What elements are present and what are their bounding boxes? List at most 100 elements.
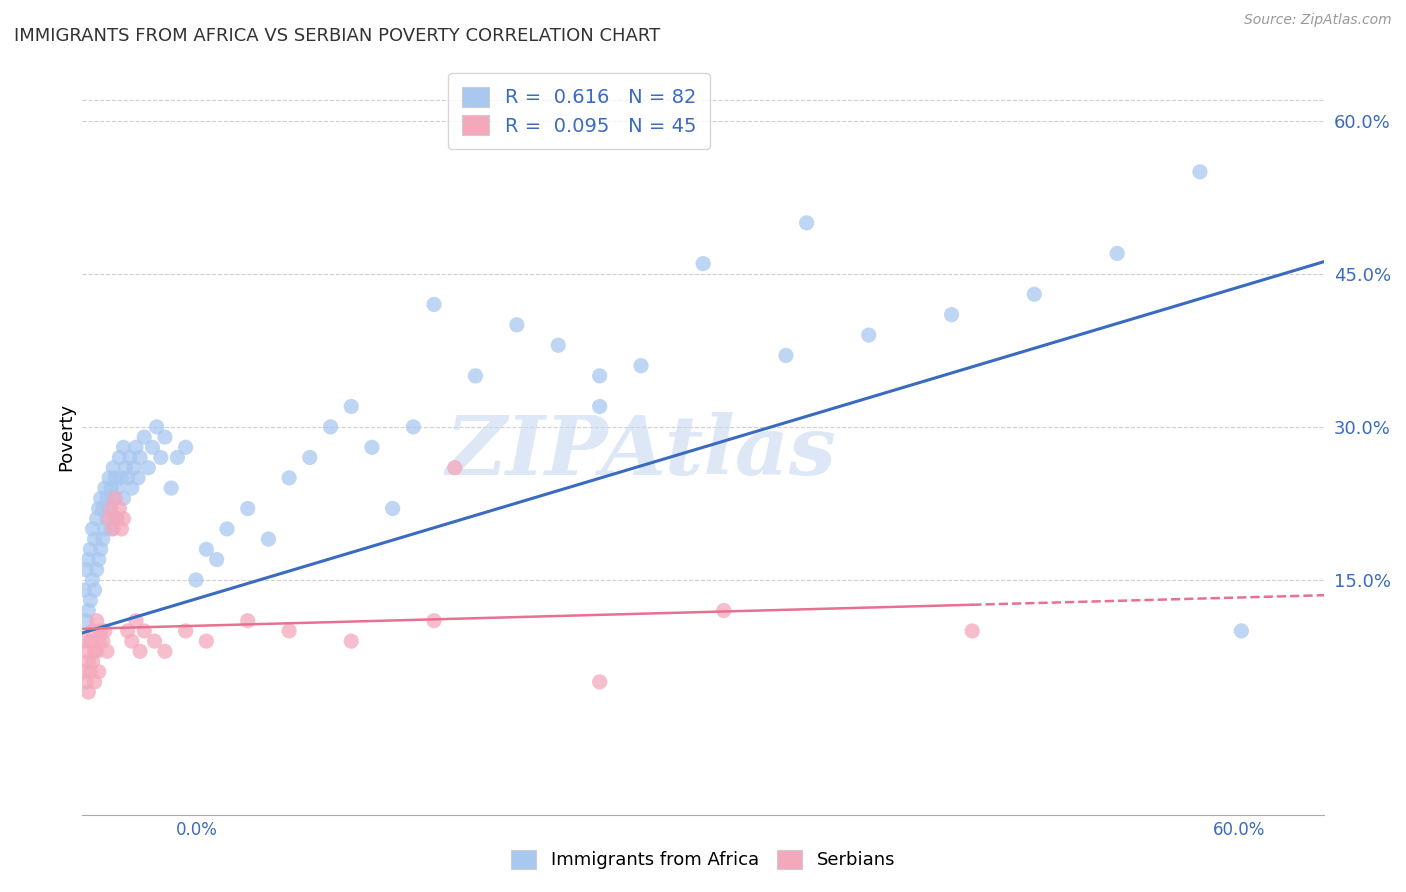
Point xyxy=(112,440,135,454)
Point xyxy=(77,603,100,617)
Point xyxy=(75,644,97,658)
Point xyxy=(87,501,110,516)
Point xyxy=(82,624,104,638)
Point xyxy=(91,532,114,546)
Point xyxy=(79,634,101,648)
Point xyxy=(153,430,176,444)
Point xyxy=(90,491,112,506)
Point xyxy=(104,471,127,485)
Point xyxy=(98,501,121,516)
Point xyxy=(858,328,880,343)
Point xyxy=(108,450,131,465)
Legend: Immigrants from Africa, Serbians: Immigrants from Africa, Serbians xyxy=(502,841,904,879)
Point xyxy=(1230,624,1253,638)
Point xyxy=(83,532,105,546)
Point xyxy=(75,674,97,689)
Point xyxy=(941,308,963,322)
Point xyxy=(1024,287,1046,301)
Point xyxy=(713,603,735,617)
Point xyxy=(138,460,160,475)
Point xyxy=(278,624,301,638)
Point xyxy=(100,481,122,495)
Point xyxy=(692,257,714,271)
Point xyxy=(121,634,143,648)
Point xyxy=(79,665,101,679)
Point xyxy=(129,644,152,658)
Text: IMMIGRANTS FROM AFRICA VS SERBIAN POVERTY CORRELATION CHART: IMMIGRANTS FROM AFRICA VS SERBIAN POVERT… xyxy=(14,27,661,45)
Point xyxy=(87,665,110,679)
Point xyxy=(112,511,135,525)
Point xyxy=(506,318,529,332)
Point xyxy=(87,552,110,566)
Point xyxy=(257,532,280,546)
Point xyxy=(82,573,104,587)
Point xyxy=(75,563,97,577)
Text: 0.0%: 0.0% xyxy=(176,821,218,838)
Point xyxy=(215,522,238,536)
Point xyxy=(121,481,143,495)
Point xyxy=(423,614,446,628)
Point xyxy=(117,471,139,485)
Point xyxy=(90,624,112,638)
Point xyxy=(160,481,183,495)
Point xyxy=(91,501,114,516)
Point xyxy=(77,552,100,566)
Point xyxy=(118,450,141,465)
Point xyxy=(101,460,124,475)
Point xyxy=(112,491,135,506)
Point xyxy=(86,614,108,628)
Point xyxy=(1107,246,1129,260)
Point xyxy=(195,634,218,648)
Point xyxy=(101,491,124,506)
Point xyxy=(79,542,101,557)
Point xyxy=(141,440,163,454)
Point xyxy=(125,440,148,454)
Point xyxy=(443,460,465,475)
Point xyxy=(75,614,97,628)
Point xyxy=(105,481,128,495)
Point xyxy=(87,634,110,648)
Point xyxy=(588,400,610,414)
Point xyxy=(125,614,148,628)
Point xyxy=(796,216,818,230)
Legend: R =  0.616   N = 82, R =  0.095   N = 45: R = 0.616 N = 82, R = 0.095 N = 45 xyxy=(449,73,710,149)
Point xyxy=(236,501,259,516)
Point xyxy=(423,297,446,311)
Point xyxy=(464,368,486,383)
Point xyxy=(166,450,188,465)
Point xyxy=(79,593,101,607)
Point xyxy=(960,624,983,638)
Point xyxy=(110,522,132,536)
Point xyxy=(104,511,127,525)
Point xyxy=(77,685,100,699)
Point xyxy=(129,450,152,465)
Text: 60.0%: 60.0% xyxy=(1213,821,1265,838)
Point xyxy=(73,634,96,648)
Point xyxy=(96,511,118,525)
Point xyxy=(73,665,96,679)
Point xyxy=(98,511,121,525)
Point xyxy=(134,624,156,638)
Point xyxy=(94,481,117,495)
Point xyxy=(114,460,136,475)
Point xyxy=(184,573,207,587)
Point xyxy=(381,501,404,516)
Point xyxy=(402,420,425,434)
Point xyxy=(630,359,652,373)
Point xyxy=(361,440,384,454)
Point xyxy=(100,522,122,536)
Point xyxy=(547,338,569,352)
Point xyxy=(86,511,108,525)
Point xyxy=(96,491,118,506)
Point xyxy=(117,624,139,638)
Point xyxy=(149,450,172,465)
Point xyxy=(174,624,197,638)
Point xyxy=(775,349,797,363)
Point xyxy=(94,522,117,536)
Point xyxy=(298,450,321,465)
Point xyxy=(588,368,610,383)
Point xyxy=(195,542,218,557)
Point xyxy=(83,583,105,598)
Point xyxy=(588,674,610,689)
Point xyxy=(94,624,117,638)
